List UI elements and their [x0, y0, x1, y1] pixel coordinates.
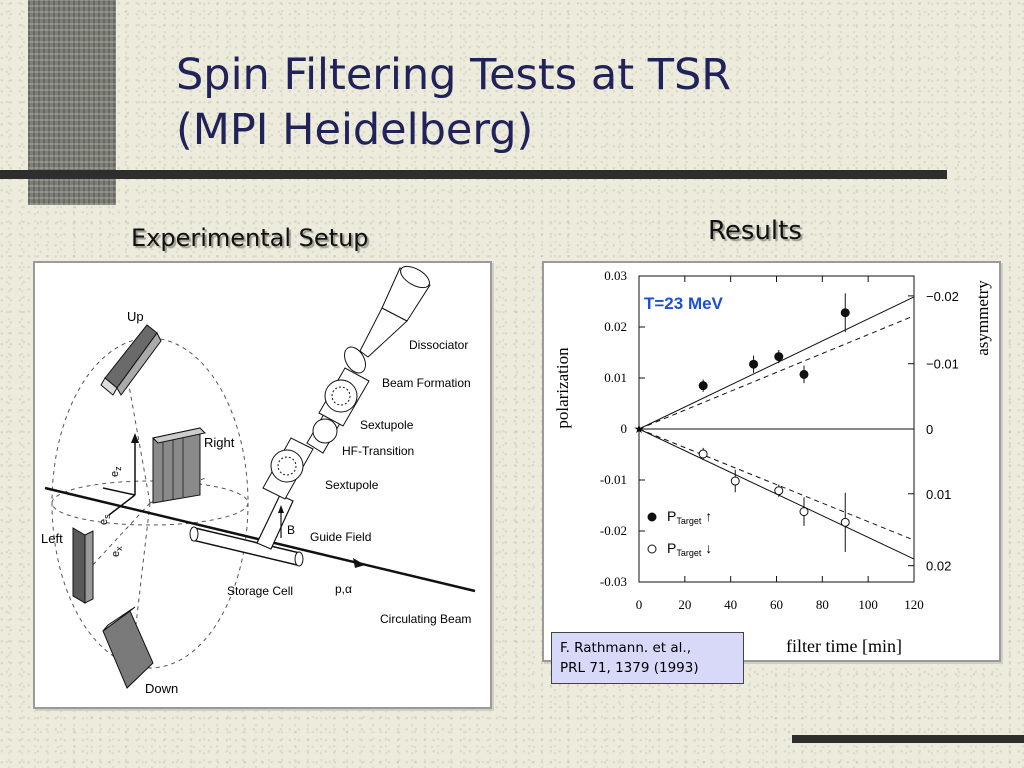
setup-panel: Up Right Left Down Dissociator Beam Form…: [33, 261, 492, 709]
label-ez: ez: [109, 466, 123, 477]
x-tick-label: 100: [858, 597, 878, 612]
label-guide-field: Guide Field: [310, 530, 371, 544]
beam-formation-disc: [344, 346, 366, 374]
citation-box: F. Rathmann. et al., PRL 71, 1379 (1993): [551, 632, 744, 684]
data-point-down: [840, 517, 850, 527]
results-chart: T=23 MeV polarization asymmetry filter t…: [553, 268, 992, 656]
x-axis-label: filter time [min]: [786, 636, 902, 656]
label-sextupole-bottom: Sextupole: [325, 478, 379, 492]
y-tick-label: 0.02: [604, 319, 627, 334]
sextupole-stack: [262, 367, 370, 500]
slide-title-line-2: (MPI Heidelberg): [176, 105, 534, 155]
x-tick-label: 0: [636, 597, 643, 612]
y-tick-label: 0.01: [604, 370, 627, 385]
dashed-equator: [51, 480, 249, 526]
detector-left: [72, 527, 94, 604]
fit-line-dashed: [638, 428, 915, 541]
label-left: Left: [41, 531, 63, 546]
data-point-down: [698, 449, 708, 459]
legend-marker: [647, 544, 657, 554]
data-point-up: [698, 381, 708, 391]
y2-tick-label: −0.01: [926, 357, 959, 372]
dashed-ray-left: [89, 502, 151, 569]
y-tick-label: -0.01: [600, 472, 627, 487]
title-underline: [0, 170, 947, 179]
x-tick-label: 40: [724, 597, 737, 612]
label-ex: ex: [110, 546, 124, 557]
y-tick-label: 0.03: [604, 268, 627, 283]
data-point-down: [730, 476, 740, 486]
y-tick-label: -0.03: [600, 574, 627, 589]
fit-line-dashed: [638, 315, 915, 430]
label-hf-transition: HF-Transition: [342, 444, 414, 458]
data-point-up: [799, 369, 809, 379]
results-heading: Results: [708, 216, 802, 246]
slide-title-line-1: Spin Filtering Tests at TSR: [176, 50, 732, 100]
y2-tick-label: 0: [926, 422, 933, 437]
data-point-up: [774, 352, 784, 362]
label-b: B: [287, 523, 295, 537]
start-marker: ★: [634, 422, 645, 436]
x-tick-label: 60: [770, 597, 783, 612]
dissociator: [359, 265, 431, 358]
data-point-up: [840, 308, 850, 318]
data-point-down: [799, 507, 809, 517]
detector-down: [102, 606, 154, 689]
legend-label: PTarget ↓: [667, 540, 712, 558]
y-tick-label: 0: [621, 421, 628, 436]
label-storage-cell: Storage Cell: [227, 584, 293, 598]
es-vector: [102, 487, 136, 496]
data-point-down: [774, 486, 784, 496]
label-sextupole-top: Sextupole: [360, 418, 414, 432]
citation-line-1: F. Rathmann. et al.,: [560, 640, 691, 656]
x-tick-label: 80: [816, 597, 829, 612]
x-tick-label: 120: [904, 597, 924, 612]
fit-line-solid: [638, 296, 915, 430]
label-down: Down: [145, 681, 178, 696]
label-up: Up: [127, 309, 144, 324]
label-beam-particles: p,α: [335, 582, 352, 596]
label-right: Right: [204, 435, 235, 450]
y2-tick-label: 0.02: [926, 559, 951, 574]
detector-right: [151, 427, 207, 504]
feed-tube: [256, 494, 294, 550]
setup-diagram: Up Right Left Down Dissociator Beam Form…: [41, 265, 476, 696]
label-es: es: [98, 514, 112, 525]
data-point-up: [749, 359, 759, 369]
y2-axis-label: asymmetry: [973, 280, 992, 356]
y2-tick-label: −0.02: [926, 289, 959, 304]
detector-up: [100, 324, 162, 396]
beam-arrow: [353, 558, 365, 568]
citation-line-2: PRL 71, 1379 (1993): [560, 660, 699, 676]
legend-label: PTarget ↑: [667, 508, 712, 526]
legend-marker: [647, 512, 657, 522]
results-panel: T=23 MeV polarization asymmetry filter t…: [542, 261, 1001, 662]
dashed-ray-down: [134, 502, 151, 634]
chart-title: T=23 MeV: [644, 294, 724, 313]
slide-title: Spin Filtering Tests at TSR (MPI Heidelb…: [176, 48, 731, 158]
y-tick-label: -0.02: [600, 523, 627, 538]
label-beam-formation: Beam Formation: [382, 376, 471, 390]
y-axis-label: polarization: [553, 347, 572, 429]
y2-tick-label: 0.01: [926, 487, 951, 502]
setup-heading: Experimental Setup: [131, 224, 369, 252]
label-dissociator: Dissociator: [409, 338, 468, 352]
ex-vector: [108, 494, 136, 516]
x-tick-label: 20: [678, 597, 691, 612]
footer-rule: [792, 735, 1024, 743]
label-circulating-beam: Circulating Beam: [380, 612, 471, 626]
